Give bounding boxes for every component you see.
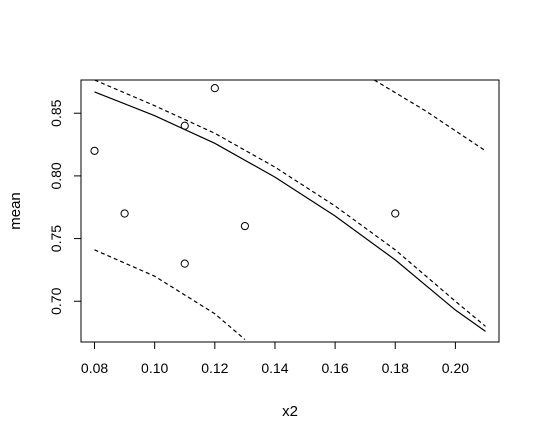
data-point-5	[240, 221, 249, 231]
x-tick-label-6: 0.20	[442, 360, 469, 376]
data-point-6	[391, 209, 400, 218]
solid-curve-0	[94, 91, 486, 332]
y-tick-label-1: 0.75	[48, 225, 64, 252]
data-point-4	[210, 84, 219, 93]
y-axis: 0.70 0.75 0.80 0.85	[48, 99, 82, 315]
data-point-1	[120, 209, 129, 218]
data-points	[90, 84, 400, 268]
y-tick-label-0: 0.70	[48, 287, 64, 314]
x-tick-label-4: 0.16	[321, 360, 348, 376]
curves	[94, 80, 486, 340]
x-tick-label-2: 0.12	[201, 360, 228, 376]
x-axis-title: x2	[282, 403, 298, 420]
x-tick-label-0: 0.08	[81, 360, 108, 376]
data-point-2	[180, 121, 189, 130]
dashed-curve-1	[94, 80, 486, 327]
y-tick-label-3: 0.85	[48, 99, 64, 126]
dashed-curve-2	[94, 249, 246, 340]
y-tick-label-2: 0.80	[48, 162, 64, 189]
plot-frame	[80, 79, 500, 343]
data-point-3	[180, 259, 189, 268]
y-axis-title: mean	[7, 192, 24, 230]
x-tick-label-1: 0.10	[141, 360, 168, 376]
x-tick-label-5: 0.18	[382, 360, 409, 376]
x-axis: 0.08 0.10 0.12 0.14 0.16 0.18 0.20	[81, 341, 469, 376]
x-tick-label-3: 0.14	[261, 360, 288, 376]
dashed-curve-3	[373, 80, 486, 152]
data-point-0	[90, 146, 99, 155]
